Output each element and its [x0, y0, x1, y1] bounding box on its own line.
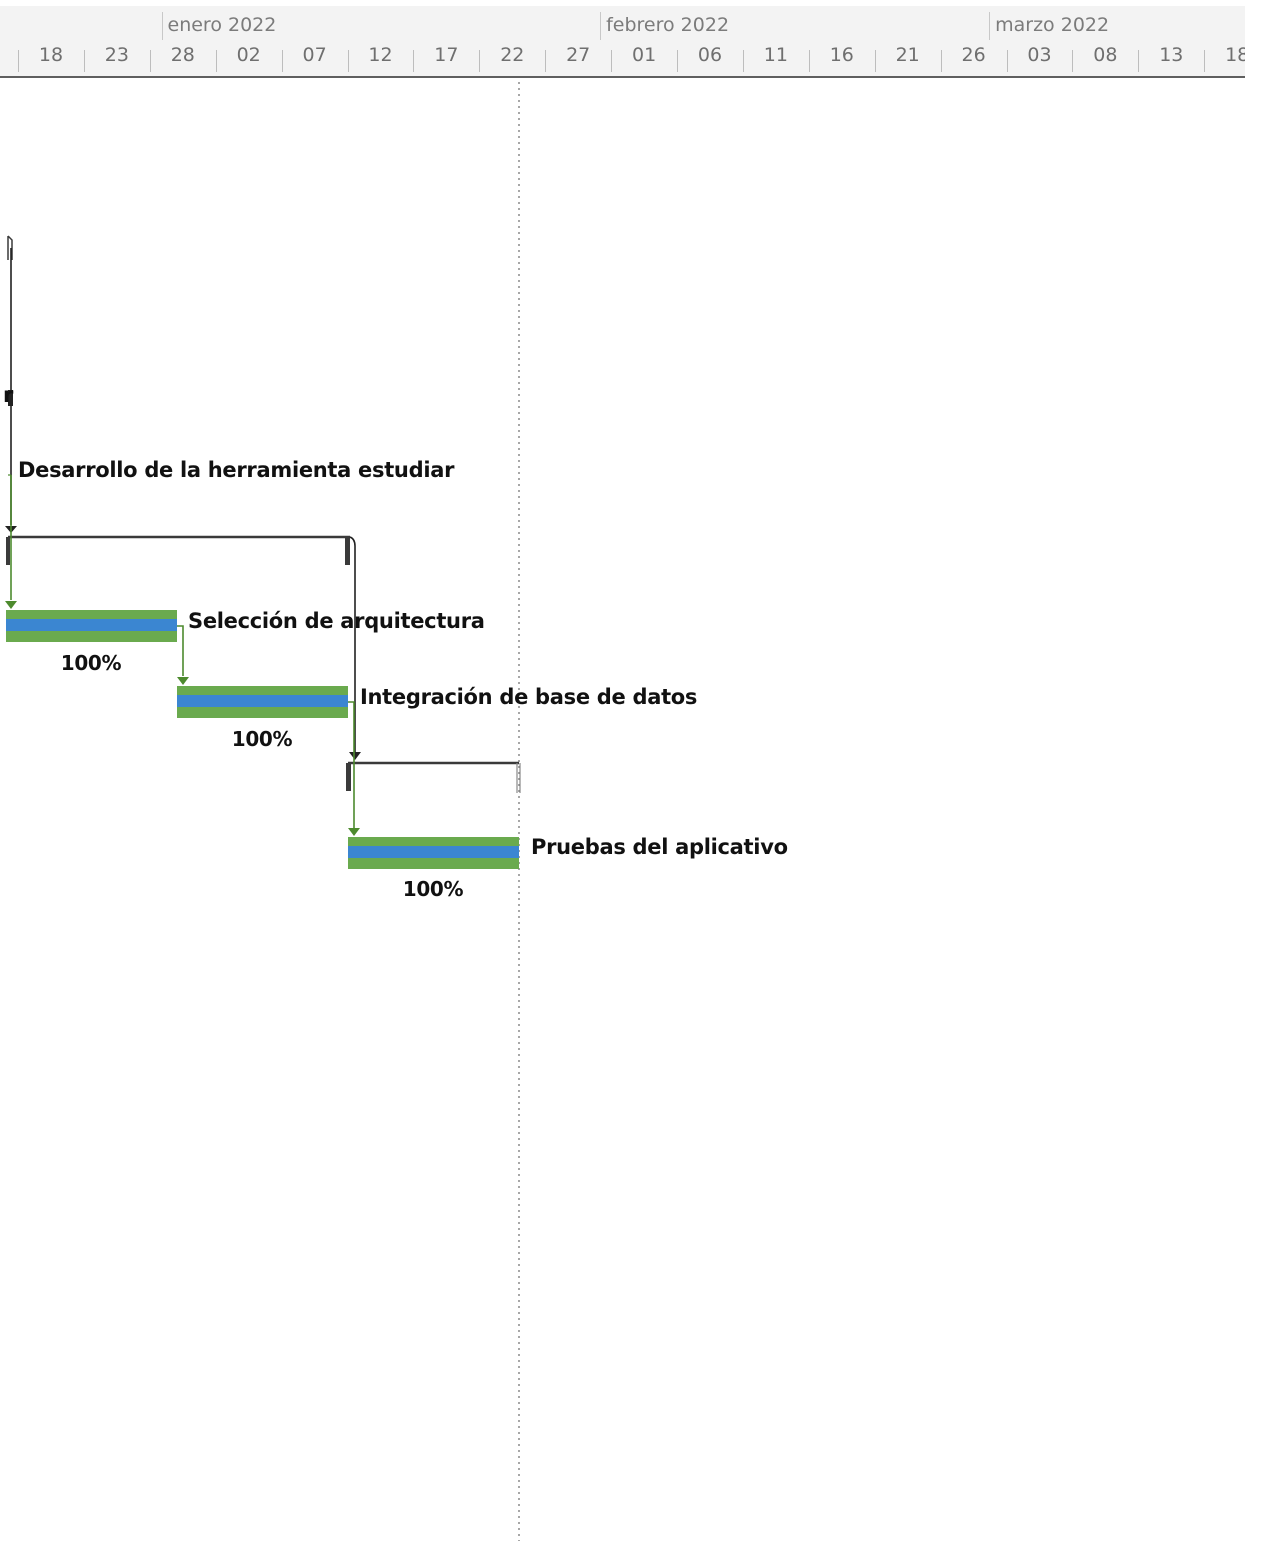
timescale-day-label: 26: [961, 44, 986, 66]
link-line-integracion-pruebas: [348, 701, 355, 828]
summary-to-sub-link: [349, 536, 356, 752]
timescale-day-tick: [940, 50, 942, 72]
summary-task-start-cap: [6, 537, 10, 565]
timescale-month-separator: [161, 12, 163, 40]
summary-parent-marker: [8, 390, 13, 406]
task-percent-integracion: 100%: [231, 727, 293, 751]
task-name-seleccion: Selección de arquitectura: [188, 609, 485, 633]
timescale-day-tick: [1072, 50, 1074, 72]
timescale-day-label: 17: [434, 44, 459, 66]
timescale-day-label: 21: [895, 44, 920, 66]
link-arrow-integracion: [177, 677, 189, 685]
timescale-day-tick: [215, 50, 217, 72]
timescale-day-tick: [83, 50, 85, 72]
task-bar-integracion[interactable]: [177, 686, 348, 718]
timescale-day-tick: [874, 50, 876, 72]
task-name-pruebas: Pruebas del aplicativo: [531, 835, 788, 859]
timescale-day-label: 22: [500, 44, 525, 66]
timescale-day-label: 23: [104, 44, 129, 66]
timescale-day-tick: [281, 50, 283, 72]
link-arrow-pruebas: [348, 828, 360, 836]
timescale-month-label: marzo 2022: [995, 14, 1110, 36]
timescale-day-label: 01: [632, 44, 657, 66]
sub-summary-end-cap: [516, 763, 521, 793]
summary-parent-bracket: [7, 235, 13, 260]
link-line-seleccion-integracion: [177, 625, 184, 676]
task-percent-pruebas: 100%: [402, 877, 464, 901]
task-percent-seleccion: 100%: [60, 651, 122, 675]
summary-task-name: Desarrollo de la herramienta estudiar: [18, 458, 455, 482]
task-bar-pruebas[interactable]: [348, 837, 519, 869]
timescale-day-tick: [808, 50, 810, 72]
timescale-day-label: 28: [170, 44, 195, 66]
timescale-day-label: 03: [1027, 44, 1052, 66]
summary-parent-name: r: [3, 383, 14, 407]
sub-summary-start-cap: [346, 763, 351, 791]
timescale-day-tick: [545, 50, 547, 72]
summary-task-end-cap: [345, 537, 350, 565]
timescale-day-label: 18: [1225, 44, 1245, 66]
timescale-day-label: 16: [829, 44, 854, 66]
link-arrow-seleccion: [5, 601, 17, 609]
timescale-month-separator: [600, 12, 602, 40]
timescale-month-label: enero 2022: [167, 14, 277, 36]
summary-to-sub-arrow: [349, 752, 361, 760]
timescale-day-label: 27: [566, 44, 591, 66]
timescale-day-label: 08: [1093, 44, 1118, 66]
timescale-day-tick: [1138, 50, 1140, 72]
timescale-day-tick: [1006, 50, 1008, 72]
timescale-day-tick: [18, 50, 20, 72]
timescale-day-label: 18: [38, 44, 64, 66]
timescale-day-tick: [1204, 50, 1206, 72]
timescale-day-tick: [677, 50, 679, 72]
timescale-day-tick: [611, 50, 613, 72]
task-name-integracion: Integración de base de datos: [360, 685, 698, 709]
timescale-day-tick: [479, 50, 481, 72]
timescale-day-label: 02: [236, 44, 261, 66]
timescale-day-label: 07: [302, 44, 327, 66]
timescale-day-tick: [413, 50, 415, 72]
timescale-day-label: 13: [1159, 44, 1184, 66]
task-bar-seleccion[interactable]: [6, 610, 177, 642]
timescale-header: enero 2022 febrero 2022 marzo 2022 18 23 28 0…: [0, 6, 1245, 78]
timescale-day-label: 12: [368, 44, 393, 66]
timescale-day-tick: [742, 50, 744, 72]
timescale-day-label: 06: [697, 44, 723, 66]
timescale-day-tick: [347, 50, 349, 72]
timescale-month-separator: [989, 12, 991, 40]
timescale-day-tick: [149, 50, 151, 72]
timescale-month-label: febrero 2022: [606, 14, 730, 36]
timescale-day-label: 11: [763, 44, 788, 66]
